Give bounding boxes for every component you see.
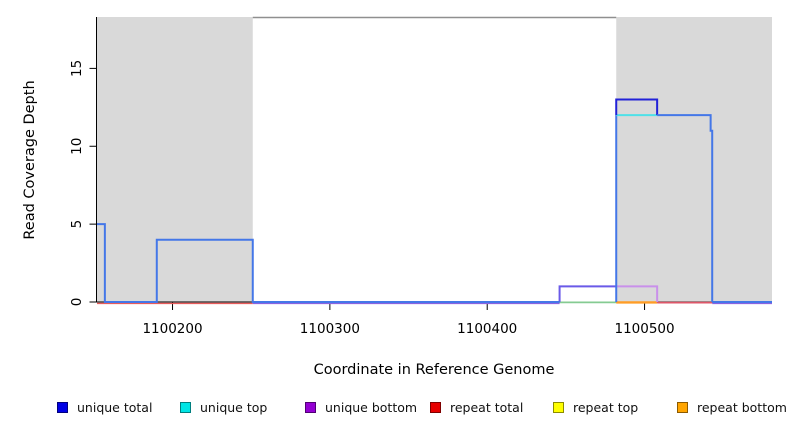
coverage-segment-purple_blue <box>558 285 617 302</box>
x-tick-label: 1100500 <box>614 321 674 337</box>
x-tick-label: 1100300 <box>300 321 360 337</box>
legend-item-unique-top: unique top <box>180 400 267 415</box>
coverage-segment-royal <box>97 223 560 303</box>
legend-label: repeat top <box>573 400 639 415</box>
legend-swatch <box>180 402 191 413</box>
legend-item-repeat-total: repeat total <box>430 400 523 415</box>
legend-item-repeat-bottom: repeat bottom <box>677 400 787 415</box>
legend-swatch <box>57 402 68 413</box>
legend-label: unique bottom <box>325 400 418 415</box>
y-axis-title: Read Coverage Depth <box>22 80 38 240</box>
legend-label: repeat bottom <box>697 400 787 415</box>
x-tick-label: 1100200 <box>142 321 202 337</box>
repeat-shaded-region <box>616 17 772 302</box>
y-tick-label: 10 <box>69 138 85 155</box>
coverage-segment-orchid <box>616 285 659 302</box>
y-tick-label: 15 <box>69 60 85 77</box>
x-axis-title: Coordinate in Reference Genome <box>313 362 555 378</box>
coverage-segment-dark_blue <box>615 98 659 116</box>
legend-swatch <box>677 402 688 413</box>
y-tick-label: 0 <box>69 298 85 307</box>
x-tick-label: 1100400 <box>457 321 517 337</box>
legend-swatch <box>305 402 316 413</box>
y-tick-label: 5 <box>69 220 85 229</box>
legend-label: unique total <box>77 400 153 415</box>
legend: unique total unique top unique bottom repea… <box>0 400 792 420</box>
legend-item-unique-total: unique total <box>57 400 152 415</box>
repeat-shaded-region <box>97 17 253 302</box>
legend-swatch <box>430 402 441 413</box>
coverage-segment-royal <box>657 114 714 302</box>
legend-label: repeat total <box>450 400 524 415</box>
legend-item-unique-bottom: unique bottom <box>305 400 417 415</box>
legend-label: unique top <box>200 400 268 415</box>
legend-item-repeat-top: repeat top <box>553 400 638 415</box>
legend-swatch <box>553 402 564 413</box>
